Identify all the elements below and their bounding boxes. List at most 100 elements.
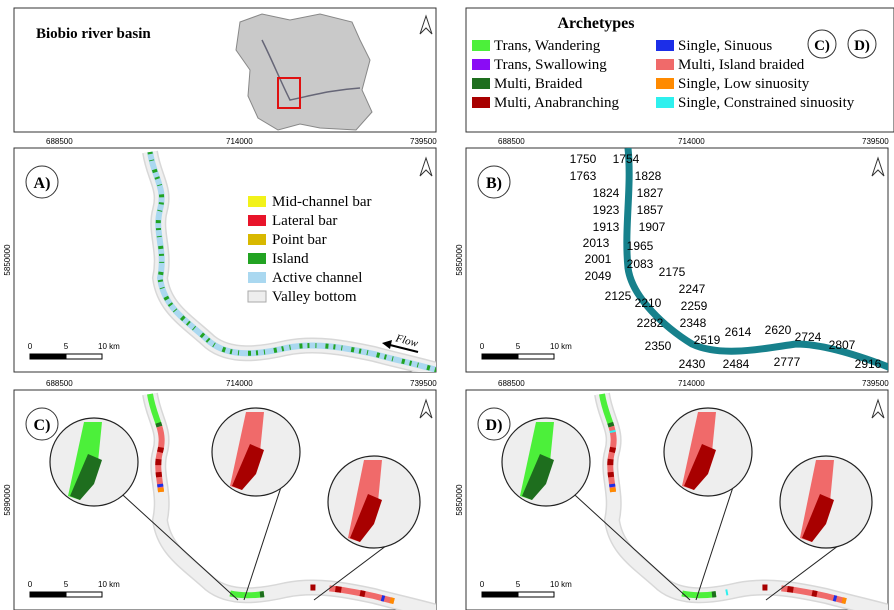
legend-swatch	[248, 272, 266, 283]
segment-label: 2430	[679, 357, 706, 371]
segment-label: 2210	[635, 296, 662, 310]
legend-label: Trans, Wandering	[494, 38, 601, 54]
segment-label: 2614	[725, 325, 752, 339]
segment-label: 1827	[637, 186, 664, 200]
legend-label: Valley bottom	[272, 289, 357, 305]
frame	[466, 148, 888, 372]
segment-label: 1763	[570, 169, 597, 183]
segment-label: 2175	[659, 265, 686, 279]
legend-swatch	[472, 78, 490, 89]
x-coordinate: 688500	[498, 379, 525, 388]
y-coordinate: 5850000	[3, 244, 12, 276]
legend-label: Single, Constrained sinuosity	[678, 95, 855, 111]
scale-label: 5	[64, 580, 69, 589]
y-coordinate: 5850000	[455, 484, 464, 516]
scale-bar	[482, 592, 518, 597]
x-coordinate: 688500	[46, 379, 73, 388]
segment-label: 1923	[593, 203, 620, 217]
archetype-legend: Archetypes C) D) Trans, WanderingTrans, …	[466, 8, 894, 132]
segment-label: 1824	[593, 186, 620, 200]
scale-label: 5	[516, 342, 521, 351]
basin-relief	[236, 14, 372, 130]
legend-swatch	[656, 97, 674, 108]
segment-label: 2807	[829, 338, 856, 352]
segment-label: 2916	[855, 357, 882, 371]
frame	[14, 148, 436, 372]
panel-label: B)	[486, 175, 502, 192]
legend-label: Trans, Swallowing	[494, 57, 607, 73]
legend-swatch	[248, 253, 266, 264]
segment-label: 2519	[694, 333, 721, 347]
legend-swatch	[472, 59, 490, 70]
figure: Biobio river basin Archetypes C) D) Tran…	[0, 0, 894, 610]
legend-label: Point bar	[272, 232, 327, 248]
y-coordinate: 5850000	[455, 244, 464, 276]
legend-swatch	[248, 215, 266, 226]
legend-label: Single, Sinuous	[678, 38, 772, 54]
x-coordinate: 739500	[410, 137, 437, 146]
scale-label: 5	[516, 580, 521, 589]
segment-label: 2348	[680, 316, 707, 330]
segment-label: 1750	[570, 152, 597, 166]
x-coordinate: 739500	[410, 379, 437, 388]
legend-title: Archetypes	[557, 15, 634, 32]
legend-swatch	[472, 97, 490, 108]
segment-label: 2247	[679, 282, 706, 296]
segment-label: 2484	[723, 357, 750, 371]
segment-label: 2620	[765, 323, 792, 337]
basin-title: Biobio river basin	[36, 26, 151, 42]
segment-label: 1754	[613, 152, 640, 166]
scale-label: 10 km	[550, 580, 572, 589]
segment-label: 2350	[645, 339, 672, 353]
legend-label: Active channel	[272, 270, 362, 286]
x-coordinate: 714000	[226, 137, 253, 146]
scale-bar	[482, 354, 518, 359]
y-coordinate: 5890000	[3, 484, 12, 516]
scale-label: 0	[480, 580, 485, 589]
segment-label: 2049	[585, 269, 612, 283]
scale-label: 0	[28, 580, 33, 589]
x-coordinate: 714000	[678, 379, 705, 388]
x-coordinate: 688500	[46, 137, 73, 146]
legend-swatch	[656, 40, 674, 51]
segment-label: 1913	[593, 220, 620, 234]
segment-label: 1965	[627, 239, 654, 253]
scale-bar	[66, 354, 102, 359]
legend-label: Multi, Island braided	[678, 57, 805, 73]
legend-swatch	[248, 196, 266, 207]
scale-bar	[518, 592, 554, 597]
segment-label: 2083	[627, 257, 654, 271]
scale-bar	[518, 354, 554, 359]
segment-label: 1907	[639, 220, 666, 234]
panel-label: D)	[486, 417, 503, 434]
page: Biobio river basin Archetypes C) D) Tran…	[0, 0, 894, 610]
x-coordinate: 739500	[862, 379, 889, 388]
x-coordinate: 714000	[226, 379, 253, 388]
scale-label: 10 km	[550, 342, 572, 351]
legend-label: Island	[272, 251, 309, 267]
legend-swatch	[656, 59, 674, 70]
segment-label: 1828	[635, 169, 662, 183]
segment-label: 2777	[774, 355, 801, 369]
map-panel: 1750175417631828182418271923185719131907…	[466, 148, 894, 372]
segment-label: 2282	[637, 316, 664, 330]
segment-label: 2259	[681, 299, 708, 313]
segment-label: 2125	[605, 289, 632, 303]
segment-label: 2724	[795, 330, 822, 344]
basin-panel: Biobio river basin	[14, 8, 436, 132]
map-panel: C) 0 5 10 km	[14, 390, 444, 610]
legend-swatch	[472, 40, 490, 51]
segment-label: 2001	[585, 252, 612, 266]
legend-label: Multi, Braided	[494, 76, 583, 92]
legend-label: Lateral bar	[272, 213, 337, 229]
x-coordinate: 688500	[498, 137, 525, 146]
segment-label: 2013	[583, 236, 610, 250]
x-coordinate: 714000	[678, 137, 705, 146]
scale-label: 10 km	[98, 342, 120, 351]
x-coordinate: 739500	[862, 137, 889, 146]
panel-label: C)	[34, 417, 51, 434]
scale-bar	[30, 592, 66, 597]
legend-swatch	[656, 78, 674, 89]
scale-label: 10 km	[98, 580, 120, 589]
